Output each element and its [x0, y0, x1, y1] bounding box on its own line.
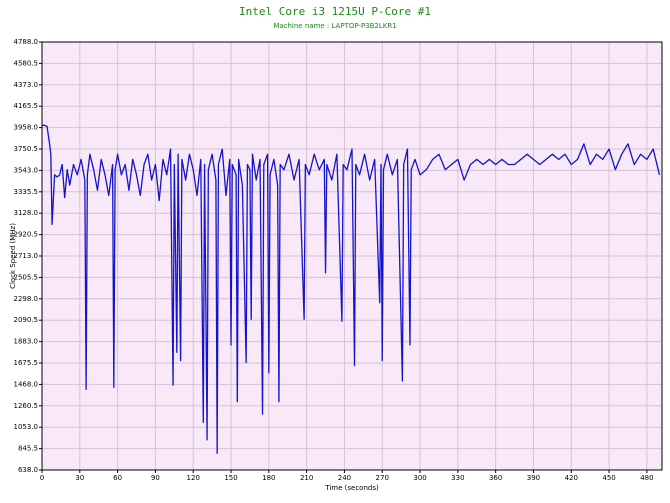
y-tick-label: 1053.0: [14, 423, 39, 431]
y-tick-label: 638.0: [18, 466, 38, 474]
y-tick-label: 2505.5: [14, 273, 39, 281]
y-tick-label: 845.5: [18, 445, 38, 453]
x-tick-label: 270: [376, 474, 389, 482]
x-tick-label: 210: [300, 474, 313, 482]
x-axis-label: Time (seconds): [324, 484, 379, 492]
y-tick-label: 1468.0: [14, 380, 39, 388]
x-tick-label: 360: [489, 474, 502, 482]
y-tick-label: 1675.5: [14, 359, 39, 367]
y-tick-label: 3543.0: [14, 166, 39, 174]
y-tick-label: 4788.0: [14, 38, 39, 46]
x-tick-label: 0: [40, 474, 44, 482]
x-tick-label: 330: [451, 474, 464, 482]
x-tick-label: 180: [262, 474, 275, 482]
y-tick-label: 3335.5: [14, 188, 39, 196]
x-tick-label: 120: [187, 474, 200, 482]
x-tick-label: 90: [151, 474, 160, 482]
plot-border: [41, 41, 663, 471]
y-tick-label: 3750.5: [14, 145, 39, 153]
y-tick-label: 1260.5: [14, 402, 39, 410]
x-tick-label: 450: [602, 474, 615, 482]
y-tick-label: 1883.0: [14, 338, 39, 346]
data-line: [42, 124, 661, 454]
chart-subtitle: Machine name : LAPTOP-P3B2LKR1: [273, 22, 396, 30]
x-tick-label: 480: [640, 474, 653, 482]
x-tick-label: 300: [413, 474, 426, 482]
y-tick-label: 2920.5: [14, 231, 39, 239]
x-tick-label: 420: [565, 474, 578, 482]
y-tick-label: 2298.0: [14, 295, 39, 303]
x-tick-label: 150: [224, 474, 237, 482]
y-tick-label: 2090.5: [14, 316, 39, 324]
y-tick-label: 3958.0: [14, 124, 39, 132]
y-tick-label: 4580.5: [14, 59, 39, 67]
y-tick-label: 4373.0: [14, 81, 39, 89]
chart-title: Intel Core i3 1215U P-Core #1: [239, 5, 431, 18]
y-tick-label: 4165.5: [14, 102, 39, 110]
x-tick-label: 30: [75, 474, 84, 482]
x-tick-label: 240: [338, 474, 351, 482]
y-axis-label: Clock Speed (MHz): [9, 223, 17, 289]
x-tick-label: 60: [113, 474, 122, 482]
y-tick-label: 2713.0: [14, 252, 39, 260]
y-tick-label: 3128.0: [14, 209, 39, 217]
x-tick-label: 390: [527, 474, 540, 482]
